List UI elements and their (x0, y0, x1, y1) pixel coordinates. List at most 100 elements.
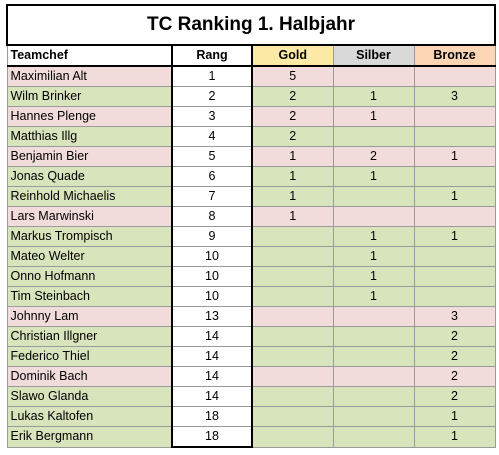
header-rang: Rang (171, 44, 253, 67)
cell-bronze (413, 106, 496, 127)
cell-teamchef: Johnny Lam (6, 306, 173, 327)
cell-rang: 3 (171, 106, 253, 127)
cell-silber (332, 346, 415, 367)
cell-silber (332, 65, 415, 87)
cell-bronze (413, 266, 496, 287)
cell-gold: 1 (251, 186, 334, 207)
cell-gold (251, 346, 334, 367)
table-row: Onno Hofmann 10 1 (6, 266, 496, 287)
cell-silber: 1 (332, 286, 415, 307)
cell-teamchef: Wilm Brinker (6, 86, 173, 107)
cell-gold (251, 286, 334, 307)
cell-rang: 13 (171, 306, 253, 327)
table-row: Markus Trompisch 9 1 1 (6, 226, 496, 247)
cell-bronze: 2 (413, 366, 496, 387)
cell-teamchef: Tim Steinbach (6, 286, 173, 307)
table-row: Erik Bergmann 18 1 (6, 426, 496, 448)
cell-teamchef: Maximilian Alt (6, 65, 173, 87)
cell-teamchef: Federico Thiel (6, 346, 173, 367)
header-teamchef: Teamchef (6, 44, 173, 67)
cell-rang: 7 (171, 186, 253, 207)
cell-silber (332, 186, 415, 207)
cell-gold: 2 (251, 86, 334, 107)
cell-silber: 2 (332, 146, 415, 167)
cell-bronze: 2 (413, 386, 496, 407)
cell-gold (251, 366, 334, 387)
cell-silber: 1 (332, 86, 415, 107)
cell-rang: 10 (171, 266, 253, 287)
cell-rang: 6 (171, 166, 253, 187)
cell-teamchef: Lars Marwinski (6, 206, 173, 227)
ranking-table: TC Ranking 1. Halbjahr Teamchef Rang Gol… (5, 4, 497, 448)
table-row: Slawo Glanda 14 2 (6, 386, 496, 407)
cell-gold (251, 406, 334, 427)
cell-silber: 1 (332, 166, 415, 187)
table-row: Reinhold Michaelis 7 1 1 (6, 186, 496, 207)
table-row: Christian Illgner 14 2 (6, 326, 496, 347)
cell-silber (332, 206, 415, 227)
table-row: Johnny Lam 13 3 (6, 306, 496, 327)
cell-gold (251, 266, 334, 287)
cell-rang: 1 (171, 65, 253, 87)
header-silber: Silber (332, 44, 415, 67)
cell-teamchef: Slawo Glanda (6, 386, 173, 407)
cell-gold: 5 (251, 65, 334, 87)
cell-rang: 8 (171, 206, 253, 227)
cell-gold (251, 226, 334, 247)
cell-bronze: 2 (413, 346, 496, 367)
cell-bronze (413, 286, 496, 307)
table-row: Matthias Illg 4 2 (6, 126, 496, 147)
cell-teamchef: Matthias Illg (6, 126, 173, 147)
cell-silber (332, 386, 415, 407)
table-row: Maximilian Alt 1 5 (6, 65, 496, 87)
table-row: Tim Steinbach 10 1 (6, 286, 496, 307)
cell-bronze (413, 126, 496, 147)
cell-bronze: 2 (413, 326, 496, 347)
table-row: Dominik Bach 14 2 (6, 366, 496, 387)
cell-silber: 1 (332, 226, 415, 247)
cell-gold: 2 (251, 126, 334, 147)
cell-rang: 14 (171, 386, 253, 407)
cell-rang: 14 (171, 366, 253, 387)
cell-gold: 2 (251, 106, 334, 127)
cell-teamchef: Lukas Kaltofen (6, 406, 173, 427)
cell-bronze: 1 (413, 406, 496, 427)
cell-rang: 18 (171, 426, 253, 448)
table-row: Mateo Welter 10 1 (6, 246, 496, 267)
cell-gold: 1 (251, 206, 334, 227)
table-row: Jonas Quade 6 1 1 (6, 166, 496, 187)
cell-rang: 10 (171, 286, 253, 307)
cell-teamchef: Christian Illgner (6, 326, 173, 347)
cell-teamchef: Jonas Quade (6, 166, 173, 187)
header-bronze: Bronze (413, 44, 496, 67)
cell-bronze: 1 (413, 146, 496, 167)
cell-gold (251, 326, 334, 347)
cell-rang: 10 (171, 246, 253, 267)
cell-teamchef: Reinhold Michaelis (6, 186, 173, 207)
cell-gold (251, 426, 334, 448)
cell-bronze: 1 (413, 426, 496, 448)
cell-silber (332, 426, 415, 448)
cell-silber (332, 126, 415, 147)
title-row: TC Ranking 1. Halbjahr (5, 4, 497, 46)
header-gold: Gold (251, 44, 334, 67)
cell-bronze (413, 206, 496, 227)
cell-silber (332, 326, 415, 347)
cell-bronze: 1 (413, 186, 496, 207)
cell-silber: 1 (332, 246, 415, 267)
cell-silber (332, 366, 415, 387)
table-row: Lars Marwinski 8 1 (6, 206, 496, 227)
cell-gold: 1 (251, 166, 334, 187)
cell-silber: 1 (332, 266, 415, 287)
cell-rang: 9 (171, 226, 253, 247)
cell-teamchef: Benjamin Bier (6, 146, 173, 167)
cell-bronze: 3 (413, 306, 496, 327)
cell-silber (332, 306, 415, 327)
table-row: Wilm Brinker 2 2 1 3 (6, 86, 496, 107)
cell-gold (251, 246, 334, 267)
cell-rang: 4 (171, 126, 253, 147)
cell-teamchef: Markus Trompisch (6, 226, 173, 247)
table-title: TC Ranking 1. Halbjahr (5, 4, 497, 46)
cell-teamchef: Mateo Welter (6, 246, 173, 267)
cell-bronze (413, 65, 496, 87)
